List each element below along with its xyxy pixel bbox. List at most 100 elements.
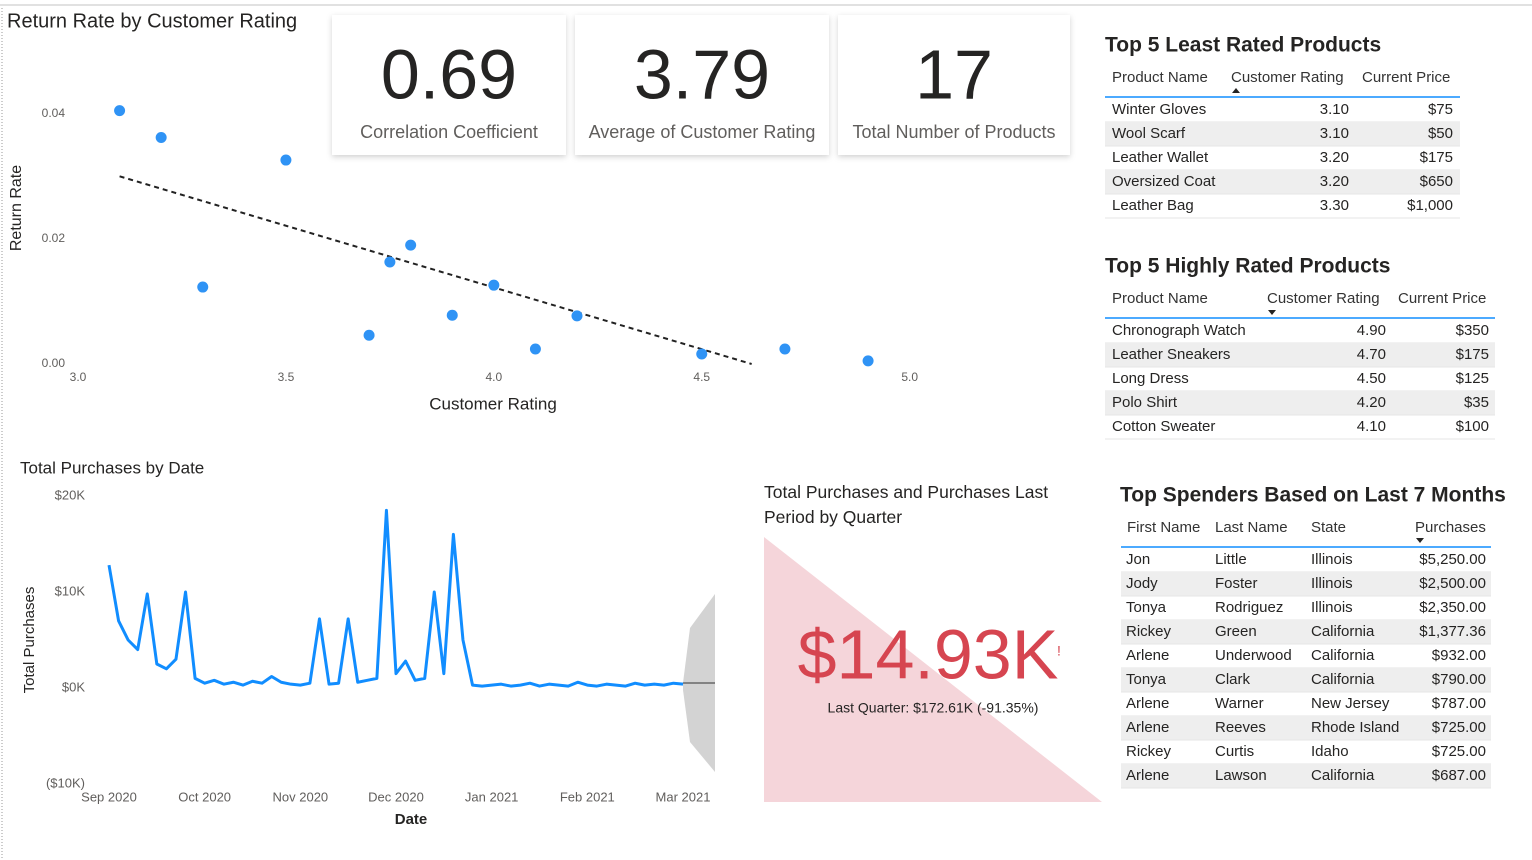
- scatter-point: [696, 348, 708, 360]
- table-cell: Arlene: [1126, 719, 1169, 736]
- table-cell: Jon: [1126, 551, 1150, 568]
- y-axis-label: Total Purchases: [21, 587, 38, 694]
- table-cell: $5,250.00: [1419, 551, 1486, 568]
- table-cell: 3.20: [1320, 173, 1349, 190]
- table-cell: California: [1311, 623, 1375, 640]
- table-cell: Arlene: [1126, 767, 1169, 784]
- sort-indicator: [1268, 310, 1276, 315]
- column-header: Product Name: [1112, 69, 1208, 86]
- x-tick-label: 4.5: [693, 370, 710, 384]
- column-header: Current Price: [1362, 69, 1450, 86]
- row-band: [1121, 668, 1491, 692]
- kpi-subtitle: Last Quarter: $172.61K (-91.35%): [828, 700, 1039, 716]
- kpi-card: [838, 15, 1070, 155]
- table-cell: $100: [1456, 418, 1489, 435]
- table-cell: California: [1311, 767, 1375, 784]
- kpi-title: Total Purchases and Purchases Last Perio…: [764, 482, 1049, 527]
- x-axis-label: Date: [395, 811, 428, 828]
- y-tick-label: $10K: [55, 583, 86, 598]
- x-tick-label: Sep 2020: [81, 789, 137, 804]
- table-title: Top Spenders Based on Last 7 Months: [1120, 484, 1506, 507]
- sort-indicator: [1232, 88, 1240, 93]
- table-cell: Reeves: [1215, 719, 1266, 736]
- table-cell: Arlene: [1126, 647, 1169, 664]
- table-cell: Cotton Sweater: [1112, 418, 1215, 435]
- scatter-point: [384, 256, 396, 268]
- row-band: [1121, 572, 1491, 596]
- row-band: [1121, 620, 1491, 644]
- table-cell: Underwood: [1215, 647, 1292, 664]
- table-cell: Little: [1215, 551, 1247, 568]
- table-cell: $125: [1456, 370, 1489, 387]
- table-cell: Illinois: [1311, 551, 1353, 568]
- x-tick-label: Jan 2021: [465, 789, 519, 804]
- y-tick-label: 0.04: [42, 106, 66, 120]
- table-cell: $1,377.36: [1419, 623, 1486, 640]
- table-cell: Polo Shirt: [1112, 394, 1178, 411]
- kpi-alert: !: [1057, 643, 1061, 659]
- x-tick-label: Nov 2020: [273, 789, 329, 804]
- table-cell: $1,000: [1407, 197, 1453, 214]
- table-cell: $35: [1464, 394, 1489, 411]
- column-header: Last Name: [1215, 519, 1288, 536]
- table-cell: $50: [1428, 125, 1453, 142]
- kpi-value: 0.69: [381, 35, 517, 113]
- table-cell: $2,500.00: [1419, 575, 1486, 592]
- table-cell: Arlene: [1126, 695, 1169, 712]
- table-cell: 3.10: [1320, 125, 1349, 142]
- kpi-value: 3.79: [634, 35, 770, 113]
- x-tick-label: 3.5: [278, 370, 295, 384]
- x-tick-label: Dec 2020: [368, 789, 424, 804]
- x-tick-label: Oct 2020: [178, 789, 231, 804]
- table-cell: $75: [1428, 101, 1453, 118]
- sort-indicator: [1416, 538, 1424, 543]
- column-header: Current Price: [1398, 290, 1486, 307]
- x-tick-label: 4.0: [485, 370, 502, 384]
- scatter-point: [155, 132, 167, 144]
- table-cell: $650: [1420, 173, 1453, 190]
- table-title: Top 5 Least Rated Products: [1105, 34, 1381, 57]
- table-cell: $175: [1420, 149, 1453, 166]
- y-tick-label: ($10K): [46, 775, 85, 790]
- table-cell: $687.00: [1432, 767, 1486, 784]
- scatter-point: [363, 329, 375, 341]
- x-tick-label: Feb 2021: [560, 789, 615, 804]
- scatter-point: [114, 105, 126, 117]
- line-series: [107, 508, 684, 688]
- table-cell: $725.00: [1432, 743, 1486, 760]
- scatter-point: [197, 281, 209, 293]
- table-cell: California: [1311, 671, 1375, 688]
- chart-title: Return Rate by Customer Rating: [7, 10, 297, 32]
- scatter-point: [488, 279, 500, 291]
- kpi-label: Correlation Coefficient: [360, 122, 538, 142]
- kpi-value: 17: [915, 35, 993, 113]
- kpi-card: [332, 15, 566, 155]
- scatter-point: [529, 343, 541, 355]
- kpi-card: [575, 15, 829, 155]
- table-cell: Jody: [1126, 575, 1158, 592]
- y-tick-label: 0.00: [42, 356, 66, 370]
- scatter-point: [280, 154, 292, 166]
- kpi-label: Total Number of Products: [852, 122, 1055, 142]
- x-tick-label: 3.0: [70, 370, 87, 384]
- scatter-point: [446, 309, 458, 321]
- chart-title: Total Purchases by Date: [20, 458, 204, 477]
- table-cell: 3.30: [1320, 197, 1349, 214]
- y-tick-label: $20K: [55, 487, 86, 502]
- table-cell: 4.50: [1357, 370, 1386, 387]
- table-cell: Wool Scarf: [1112, 125, 1186, 142]
- trend-line: [119, 175, 752, 365]
- table-cell: $725.00: [1432, 719, 1486, 736]
- scatter-point: [405, 239, 417, 251]
- table-cell: 4.20: [1357, 394, 1386, 411]
- table-cell: Illinois: [1311, 575, 1353, 592]
- table-cell: 4.90: [1357, 322, 1386, 339]
- table-cell: 3.20: [1320, 149, 1349, 166]
- table-cell: Tonya: [1126, 599, 1167, 616]
- table-cell: 4.70: [1357, 346, 1386, 363]
- table-cell: $175: [1456, 346, 1489, 363]
- table-cell: Rodriguez: [1215, 599, 1283, 616]
- row-band: [1105, 343, 1495, 367]
